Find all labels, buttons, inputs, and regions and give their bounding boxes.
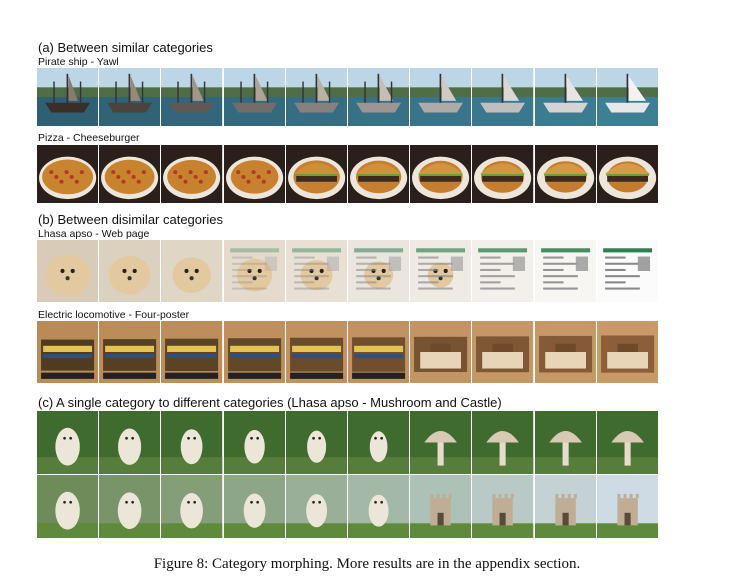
row-label-ship: Pirate ship - Yawl [38, 56, 119, 68]
morph-frame [161, 240, 223, 302]
morph-frame [37, 411, 99, 474]
morph-frame [596, 145, 659, 203]
morph-frame [37, 68, 99, 126]
morph-frame [534, 411, 596, 474]
row-label-web: Lhasa apso - Web page [38, 228, 150, 240]
morph-frame [410, 240, 472, 302]
morph-frame [596, 68, 659, 126]
morph-frame [223, 475, 285, 538]
morph-frame [99, 68, 161, 126]
morph-frame [472, 411, 534, 474]
section-a-heading: (a) Between similar categories [38, 40, 213, 55]
morph-frame [223, 411, 285, 474]
morph-frame [161, 475, 223, 538]
morph-frame [534, 240, 596, 302]
morph-frame [472, 475, 534, 538]
morph-frame [99, 321, 161, 383]
section-b-heading: (b) Between disimilar categories [38, 212, 223, 227]
morph-frame [534, 145, 596, 203]
morph-frame [410, 145, 472, 203]
morph-frame [99, 145, 161, 203]
morph-frame [410, 68, 472, 126]
morph-frame [285, 411, 348, 474]
figure-caption: Figure 8: Category morphing. More result… [153, 556, 581, 572]
morph-frame [534, 321, 596, 383]
morph-frame [161, 321, 223, 383]
morph-frame [161, 145, 223, 203]
row-label-train: Electric locomotive - Four-poster [38, 309, 190, 321]
morph-strip-web [37, 240, 659, 302]
morph-strip-mushroom [37, 411, 659, 474]
morph-frame [596, 411, 659, 474]
morph-frame [285, 240, 348, 302]
morph-frame [223, 68, 285, 126]
morph-frame [223, 240, 285, 302]
morph-frame [596, 240, 659, 302]
morph-frame [534, 475, 596, 538]
morph-frame [161, 68, 223, 126]
morph-frame [472, 145, 534, 203]
morph-frame [348, 145, 410, 203]
morph-frame [37, 475, 99, 538]
morph-frame [596, 321, 659, 383]
row-label-food: Pizza - Cheeseburger [38, 132, 140, 144]
morph-strip-food [37, 145, 659, 203]
morph-frame [410, 321, 472, 383]
morph-frame [348, 475, 410, 538]
morph-frame [285, 68, 348, 126]
morph-frame [348, 411, 410, 474]
morph-frame [472, 68, 534, 126]
morph-strip-train [37, 321, 659, 383]
morph-frame [472, 240, 534, 302]
morph-frame [285, 321, 348, 383]
morph-frame [99, 475, 161, 538]
morph-frame [348, 68, 410, 126]
morph-frame [161, 411, 223, 474]
morph-frame [410, 411, 472, 474]
morph-frame [348, 321, 410, 383]
section-c-heading: (c) A single category to different categ… [38, 395, 502, 410]
morph-frame [472, 321, 534, 383]
morph-strip-castle [37, 475, 659, 538]
morph-frame [37, 321, 99, 383]
morph-frame [99, 240, 161, 302]
morph-frame [99, 411, 161, 474]
morph-frame [534, 68, 596, 126]
morph-frame [348, 240, 410, 302]
morph-frame [596, 475, 659, 538]
morph-strip-ship [37, 68, 659, 126]
morph-frame [223, 145, 285, 203]
morph-frame [223, 321, 285, 383]
morph-frame [285, 475, 348, 538]
morph-frame [37, 145, 99, 203]
morph-frame [37, 240, 99, 302]
morph-frame [285, 145, 348, 203]
morph-frame [410, 475, 472, 538]
